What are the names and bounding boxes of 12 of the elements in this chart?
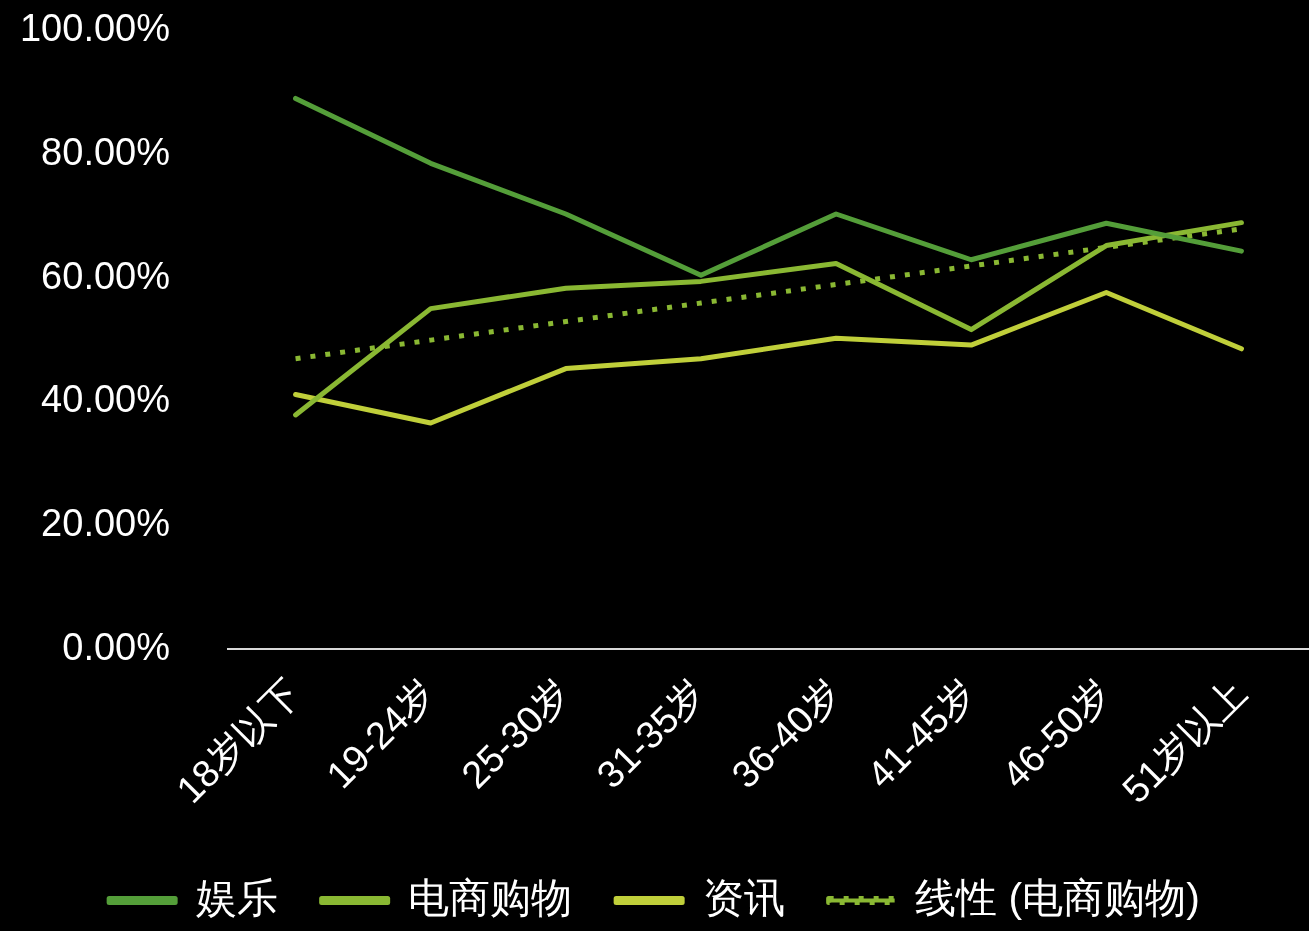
x-tick-label: 51岁以上 <box>1114 670 1255 811</box>
y-tick-label: 100.00% <box>19 7 170 50</box>
x-tick-label: 18岁以下 <box>168 670 309 811</box>
legend-label: 资讯 <box>702 874 785 921</box>
legend-label: 电商购物 <box>408 874 573 921</box>
legend-label: 娱乐 <box>195 874 278 921</box>
y-tick-label: 40.00% <box>41 378 170 421</box>
y-tick-label: 80.00% <box>41 131 170 174</box>
legend-label: 线性 (电商购物) <box>915 874 1200 921</box>
y-tick-label: 20.00% <box>41 502 170 545</box>
y-tick-label: 60.00% <box>41 254 170 297</box>
y-tick-label: 0.00% <box>62 625 170 668</box>
